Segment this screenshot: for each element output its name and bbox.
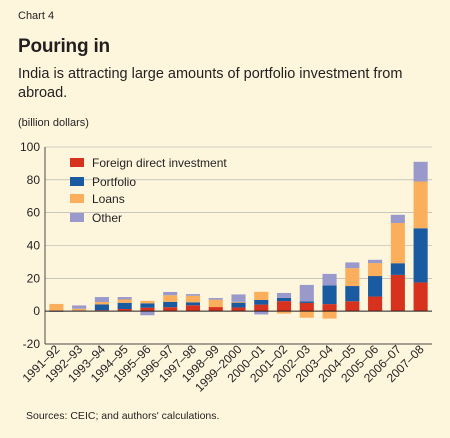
bar-segment — [94, 297, 109, 302]
bar-segment — [208, 299, 223, 308]
bar-segment — [413, 282, 428, 312]
chart-subtitle: India is attracting large amounts of por… — [18, 66, 403, 101]
bar-segment — [72, 305, 87, 309]
legend-swatch — [70, 177, 84, 186]
chart-number-label: Chart 4 — [18, 10, 55, 22]
bar-segment — [254, 311, 269, 315]
bar-segment — [390, 223, 405, 264]
bar-segment — [276, 301, 292, 312]
bar-segment — [299, 284, 314, 302]
bar-segment — [72, 308, 87, 311]
bar-segment — [390, 274, 405, 312]
bar-segment — [254, 300, 269, 305]
bar-segment — [276, 311, 292, 314]
bar-segment — [368, 259, 383, 264]
bar-segment — [185, 294, 201, 296]
bar-segment — [94, 304, 109, 311]
bar-segment — [390, 263, 405, 275]
bar-segment — [94, 301, 109, 305]
bar-segment — [345, 286, 360, 302]
bar-segment — [322, 285, 337, 305]
bar-segment — [163, 307, 178, 312]
bar-segment — [140, 303, 155, 308]
source-note: Sources: CEIC; and authors' calculations… — [26, 410, 220, 422]
bar-segment — [231, 302, 246, 308]
bar-segment — [231, 307, 246, 312]
legend-label: Portfolio — [92, 175, 136, 189]
bar-segment — [368, 276, 383, 297]
bar-segment — [345, 268, 360, 287]
bar-segment — [345, 262, 360, 269]
bar-segment — [368, 296, 383, 312]
bar-segment — [322, 311, 337, 319]
bar-segment — [163, 295, 178, 302]
legend-label: Loans — [92, 192, 125, 206]
bar-segment — [140, 300, 155, 304]
bar-segment — [390, 214, 405, 224]
y-tick-label: 60 — [27, 206, 41, 220]
bar-segment — [140, 307, 155, 312]
bar-segment — [208, 307, 223, 312]
bar-segment — [299, 311, 314, 318]
y-tick-label: 0 — [33, 304, 40, 318]
y-tick-label: 40 — [27, 239, 41, 253]
bar-segment — [413, 228, 428, 283]
bar-segment — [368, 263, 383, 277]
bar-segment — [117, 309, 132, 312]
bar-segment — [276, 292, 292, 298]
y-tick-label: 100 — [20, 140, 40, 154]
bar-segment — [117, 299, 132, 303]
bar-segment — [322, 273, 337, 286]
bar-segment — [163, 291, 178, 296]
legend-label: Other — [92, 211, 122, 225]
legend-swatch — [70, 213, 84, 222]
bar-segment — [49, 303, 64, 312]
bar-segment — [299, 301, 314, 303]
legend-label: Foreign direct investment — [92, 156, 227, 170]
bar-segment — [140, 311, 155, 316]
bar-segment — [185, 295, 201, 303]
bar-segment — [163, 301, 178, 308]
legend-swatch — [70, 194, 84, 203]
bar-segment — [345, 301, 360, 312]
bar-segment — [208, 298, 223, 300]
legend-swatch — [70, 158, 84, 167]
bar-segment — [117, 302, 132, 310]
bar-segment — [117, 297, 132, 300]
bar-segment — [254, 304, 269, 312]
bar-segment — [231, 301, 246, 303]
bar-segment — [322, 304, 337, 312]
bar-segment — [413, 181, 428, 229]
y-tick-label: 20 — [27, 271, 41, 285]
bar-segment — [185, 302, 201, 306]
unit-label: (billion dollars) — [18, 117, 89, 129]
bar-segment — [185, 305, 201, 312]
bar-segment — [254, 291, 269, 301]
bar-segment — [231, 294, 246, 302]
y-tick-label: -20 — [23, 337, 41, 351]
y-tick-label: 80 — [27, 173, 41, 187]
bar-segment — [299, 302, 314, 312]
bar-segment — [276, 297, 292, 302]
chart-title: Pouring in — [18, 36, 110, 57]
bar-segment — [413, 161, 428, 182]
